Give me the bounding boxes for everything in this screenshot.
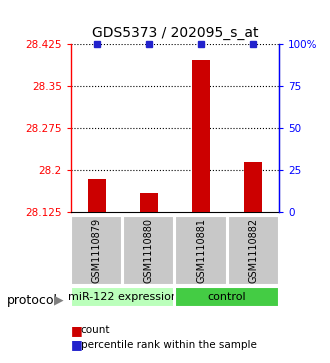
Bar [244,162,262,212]
Text: GSM1110879: GSM1110879 [91,218,102,283]
Bar [88,179,106,212]
Text: percentile rank within the sample: percentile rank within the sample [81,340,257,350]
Bar [192,60,210,212]
Text: GSM1110881: GSM1110881 [196,218,206,283]
Title: GDS5373 / 202095_s_at: GDS5373 / 202095_s_at [92,26,258,40]
Text: ▶: ▶ [54,294,64,307]
Text: miR-122 expression: miR-122 expression [68,292,178,302]
Text: GSM1110882: GSM1110882 [248,218,258,283]
Text: ■: ■ [71,338,83,351]
Bar [140,193,158,212]
Text: protocol: protocol [7,294,58,307]
Text: control: control [208,292,247,302]
Text: GSM1110880: GSM1110880 [144,218,154,283]
Text: count: count [81,325,110,335]
Text: ■: ■ [71,324,83,337]
